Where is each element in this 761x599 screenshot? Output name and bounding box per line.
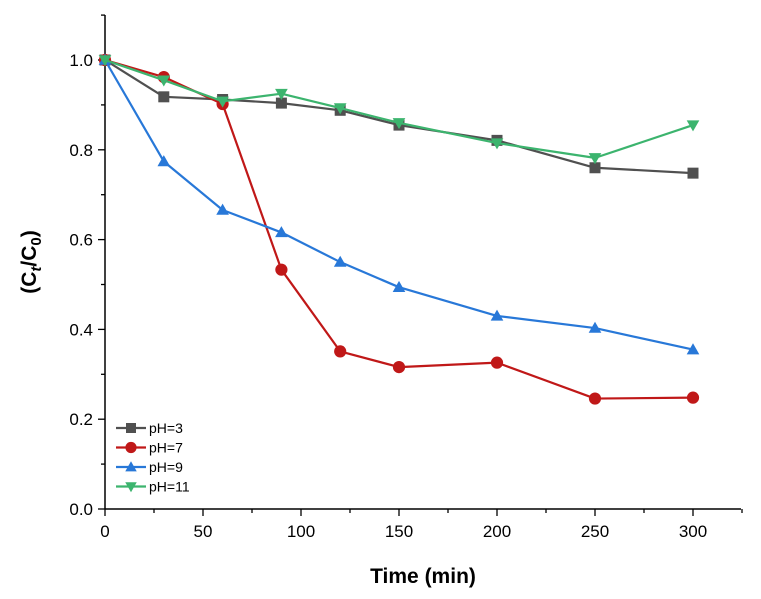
y-tick-label: 0.6 [69, 231, 93, 250]
data-point [334, 345, 347, 358]
legend-entry: pH=9 [116, 459, 183, 475]
data-point [392, 361, 406, 374]
data-point [275, 88, 288, 100]
y-tick-label: 0.2 [69, 410, 93, 429]
y-axis-title: (Ct/C0) [18, 230, 45, 294]
legend-entry: pH=3 [116, 420, 183, 436]
x-axis-title: Time (min) [370, 565, 476, 588]
legend-entry: pH=11 [116, 479, 190, 495]
x-tick-label: 300 [679, 522, 707, 541]
data-point [333, 103, 347, 115]
y-tick-label: 0.8 [69, 141, 93, 160]
data-point [216, 96, 229, 108]
data-point [490, 309, 504, 321]
data-point [157, 155, 171, 167]
data-point [275, 226, 288, 238]
data-point [216, 203, 229, 215]
series-ph-11 [98, 55, 700, 165]
y-axis-title-sub-t: t [28, 266, 45, 272]
legend-marker [125, 482, 137, 493]
x-tick-label: 150 [385, 522, 413, 541]
data-point [588, 321, 602, 333]
axis-ticks: 0 50 100 150 200 250 300 0.0 0.2 0.4 0.6 0.8 1.0 [69, 14, 743, 541]
series-line [104, 58, 694, 159]
x-tick-label: 0 [100, 522, 109, 541]
series-line [104, 59, 694, 175]
x-tick-label: 200 [483, 522, 511, 541]
legend-label: pH=7 [149, 440, 183, 456]
data-point [98, 55, 112, 67]
x-tick-label: 250 [581, 522, 609, 541]
y-axis-title-sub-0: 0 [28, 237, 45, 245]
y-tick-label: 0.4 [69, 320, 93, 339]
data-point [686, 120, 700, 132]
series-line [104, 59, 694, 351]
series-ph-3 [99, 54, 699, 179]
data-point [588, 392, 602, 405]
legend-marker [126, 423, 136, 433]
y-tick-label: 0.0 [69, 500, 93, 519]
data-point [275, 97, 287, 109]
legend-entry: pH=7 [116, 440, 183, 456]
data-point [333, 255, 347, 267]
legend-label: pH=3 [149, 420, 183, 436]
y-axis-title-prefix: (C [18, 272, 41, 294]
data-point [686, 343, 700, 355]
data-point [157, 75, 171, 87]
axes [104, 15, 741, 510]
data-point [275, 263, 288, 276]
legend-label: pH=11 [149, 479, 190, 495]
series-ph-7 [98, 53, 700, 405]
data-point [589, 162, 601, 174]
data-point [392, 280, 406, 292]
data-point [490, 356, 504, 369]
y-axis-title-mid: /C [18, 246, 41, 267]
data-point [686, 391, 700, 404]
legend-marker [125, 441, 137, 454]
data-point [490, 138, 504, 150]
series-line [104, 58, 694, 400]
data-point [588, 153, 602, 165]
legend-marker [125, 461, 137, 472]
data-point [392, 118, 406, 130]
data-point [687, 167, 699, 179]
legend: pH=3 pH=7 pH=9 pH=11 [116, 420, 190, 495]
x-tick-label: 50 [194, 522, 213, 541]
series-ph-9 [98, 53, 700, 355]
data-point [158, 91, 170, 103]
x-tick-label: 100 [287, 522, 315, 541]
series-layer [98, 53, 700, 405]
y-axis-title-suffix: ) [18, 230, 41, 237]
y-tick-label: 1.0 [69, 51, 93, 70]
legend-label: pH=9 [149, 459, 183, 475]
